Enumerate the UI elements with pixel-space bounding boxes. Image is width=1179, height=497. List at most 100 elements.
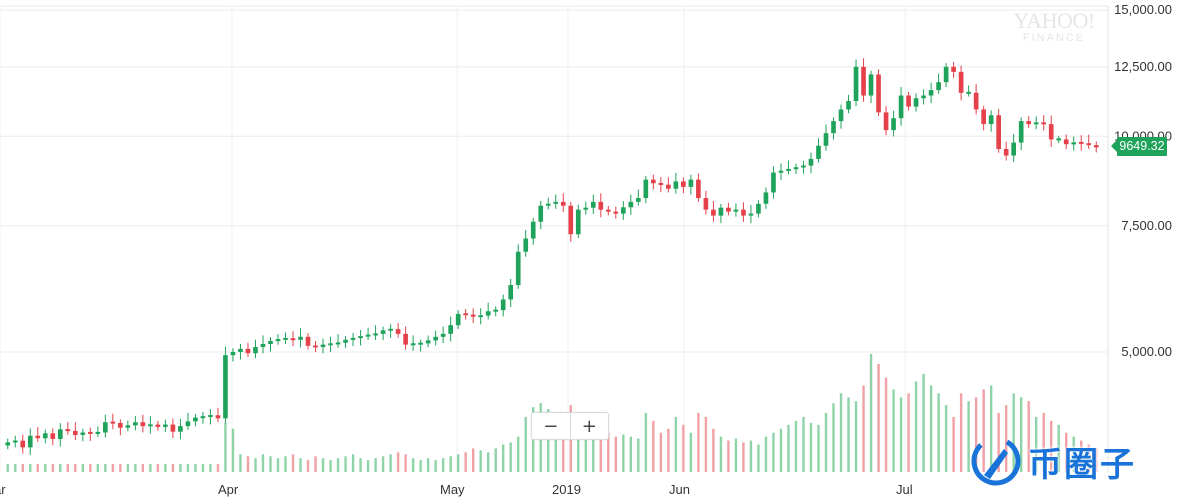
candle-body — [88, 431, 93, 434]
candle — [1026, 116, 1032, 128]
volume-bar — [922, 373, 925, 472]
volume-bar — [194, 464, 197, 472]
candle — [1018, 117, 1024, 151]
volume-bar — [1072, 436, 1075, 472]
candle — [50, 428, 56, 446]
candle-body — [283, 337, 288, 340]
candle-body — [493, 309, 499, 312]
candle-body — [178, 426, 183, 432]
volume-bar — [719, 436, 723, 472]
candle-body — [560, 201, 566, 206]
candle-body — [80, 432, 86, 435]
volume-bar — [1034, 416, 1038, 472]
candle-body — [470, 314, 476, 317]
candle-body — [268, 340, 273, 345]
volume-bar — [29, 464, 32, 472]
candle — [876, 69, 881, 117]
volume-bar — [299, 458, 302, 472]
candle — [823, 124, 829, 151]
volume-bar — [967, 401, 970, 472]
volume-bar — [772, 432, 775, 472]
volume-bar — [869, 354, 873, 472]
volume-bar — [644, 413, 648, 472]
candle — [681, 177, 686, 194]
candle — [718, 203, 724, 224]
volume-bar — [471, 448, 475, 472]
volume-bar — [1042, 413, 1045, 472]
candle — [208, 409, 213, 425]
candle — [485, 302, 491, 320]
volume-bar — [269, 456, 272, 472]
zoom-out-button[interactable]: − — [543, 415, 559, 437]
candle-body — [388, 328, 393, 331]
volume-bar — [111, 464, 115, 472]
candle — [500, 294, 506, 317]
candle-body — [913, 98, 919, 107]
volume-bar — [659, 432, 663, 472]
candle-body — [793, 167, 799, 170]
candle — [523, 229, 529, 257]
candle-body — [778, 170, 784, 173]
candle-body — [50, 433, 56, 440]
candle-body — [230, 351, 236, 356]
volume-bar — [674, 416, 678, 472]
volume-bar — [1095, 448, 1098, 472]
volume-bar — [764, 436, 768, 472]
candle-body — [328, 343, 333, 346]
candle-body — [395, 329, 401, 334]
candle — [133, 416, 138, 431]
candle-body — [838, 109, 844, 122]
candle — [1033, 116, 1039, 130]
candle — [350, 333, 356, 347]
candle — [891, 110, 896, 137]
volume-bar — [119, 464, 122, 472]
candle-body — [433, 336, 438, 341]
candle-body — [343, 339, 348, 343]
volume-bar — [734, 438, 738, 472]
x-tick-label: Jul — [896, 482, 913, 497]
candle-body — [906, 95, 911, 107]
volume-bar — [104, 464, 107, 472]
volume-bar — [404, 454, 407, 472]
candle-body — [816, 145, 821, 159]
candle — [636, 189, 641, 206]
volume-bar — [419, 460, 422, 472]
candle-body — [440, 333, 446, 337]
candle — [711, 201, 716, 222]
candle-body — [1056, 138, 1062, 141]
candle-body — [463, 313, 468, 316]
candle-body — [455, 313, 461, 326]
candle — [230, 348, 236, 362]
volume-bar — [599, 428, 602, 472]
candle — [726, 202, 731, 216]
volume-bar — [201, 464, 205, 472]
candle — [643, 175, 649, 204]
candle-body — [733, 209, 739, 212]
candle-body — [876, 74, 881, 113]
candle-body — [763, 192, 769, 204]
volume-bar — [359, 458, 362, 472]
candle — [568, 202, 574, 242]
candle-body — [981, 109, 986, 125]
volume-bar — [351, 454, 355, 472]
candle-body — [193, 417, 198, 422]
candle-body — [538, 205, 544, 222]
volume-bar — [937, 393, 940, 472]
yahoo-finance-watermark: YAHOO! FINANCE — [1010, 10, 1098, 44]
candle-body — [846, 101, 851, 110]
volume-bar — [982, 389, 985, 472]
candle-body — [380, 330, 386, 334]
candle — [155, 420, 161, 431]
volume-bar — [1012, 393, 1015, 472]
candle-body — [42, 433, 48, 439]
candle-body — [290, 338, 296, 341]
volume-bar — [224, 422, 227, 472]
candle-body — [868, 74, 874, 96]
zoom-in-button[interactable]: + — [569, 413, 609, 439]
candle-body — [583, 207, 589, 210]
candle — [223, 346, 228, 424]
candle — [403, 326, 408, 350]
volume-bar — [554, 413, 557, 472]
candle-body — [575, 209, 581, 235]
volume-bar — [802, 416, 805, 472]
